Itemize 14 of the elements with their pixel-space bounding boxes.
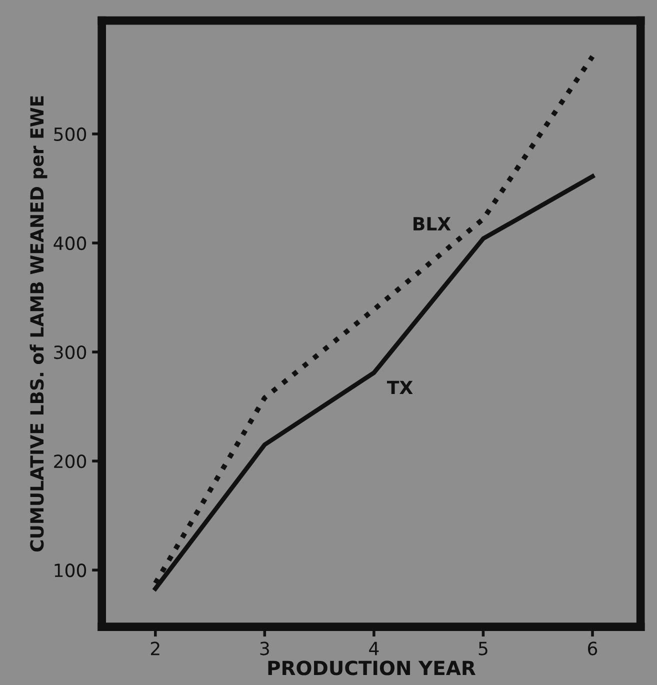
- y-tick-label: 500: [54, 127, 86, 142]
- series-label: BLX: [414, 217, 451, 230]
- y-tick-label: 300: [54, 345, 86, 360]
- x-axis-title: PRODUCTION YEAR: [268, 660, 476, 676]
- x-tick-label: 2: [150, 642, 160, 656]
- x-tick-label: 6: [588, 642, 598, 656]
- y-axis-title: CUMULATIVE LBS. of LAMB WEANED per EWE: [30, 96, 48, 552]
- y-tick-label: 400: [54, 236, 86, 250]
- y-tick-label: 100: [54, 564, 86, 578]
- x-tick-label: 4: [369, 642, 379, 656]
- series-label: TX: [386, 380, 413, 394]
- x-tick-label: 3: [260, 642, 269, 656]
- x-tick-label: 5: [478, 642, 488, 656]
- y-tick-label: 200: [54, 454, 86, 468]
